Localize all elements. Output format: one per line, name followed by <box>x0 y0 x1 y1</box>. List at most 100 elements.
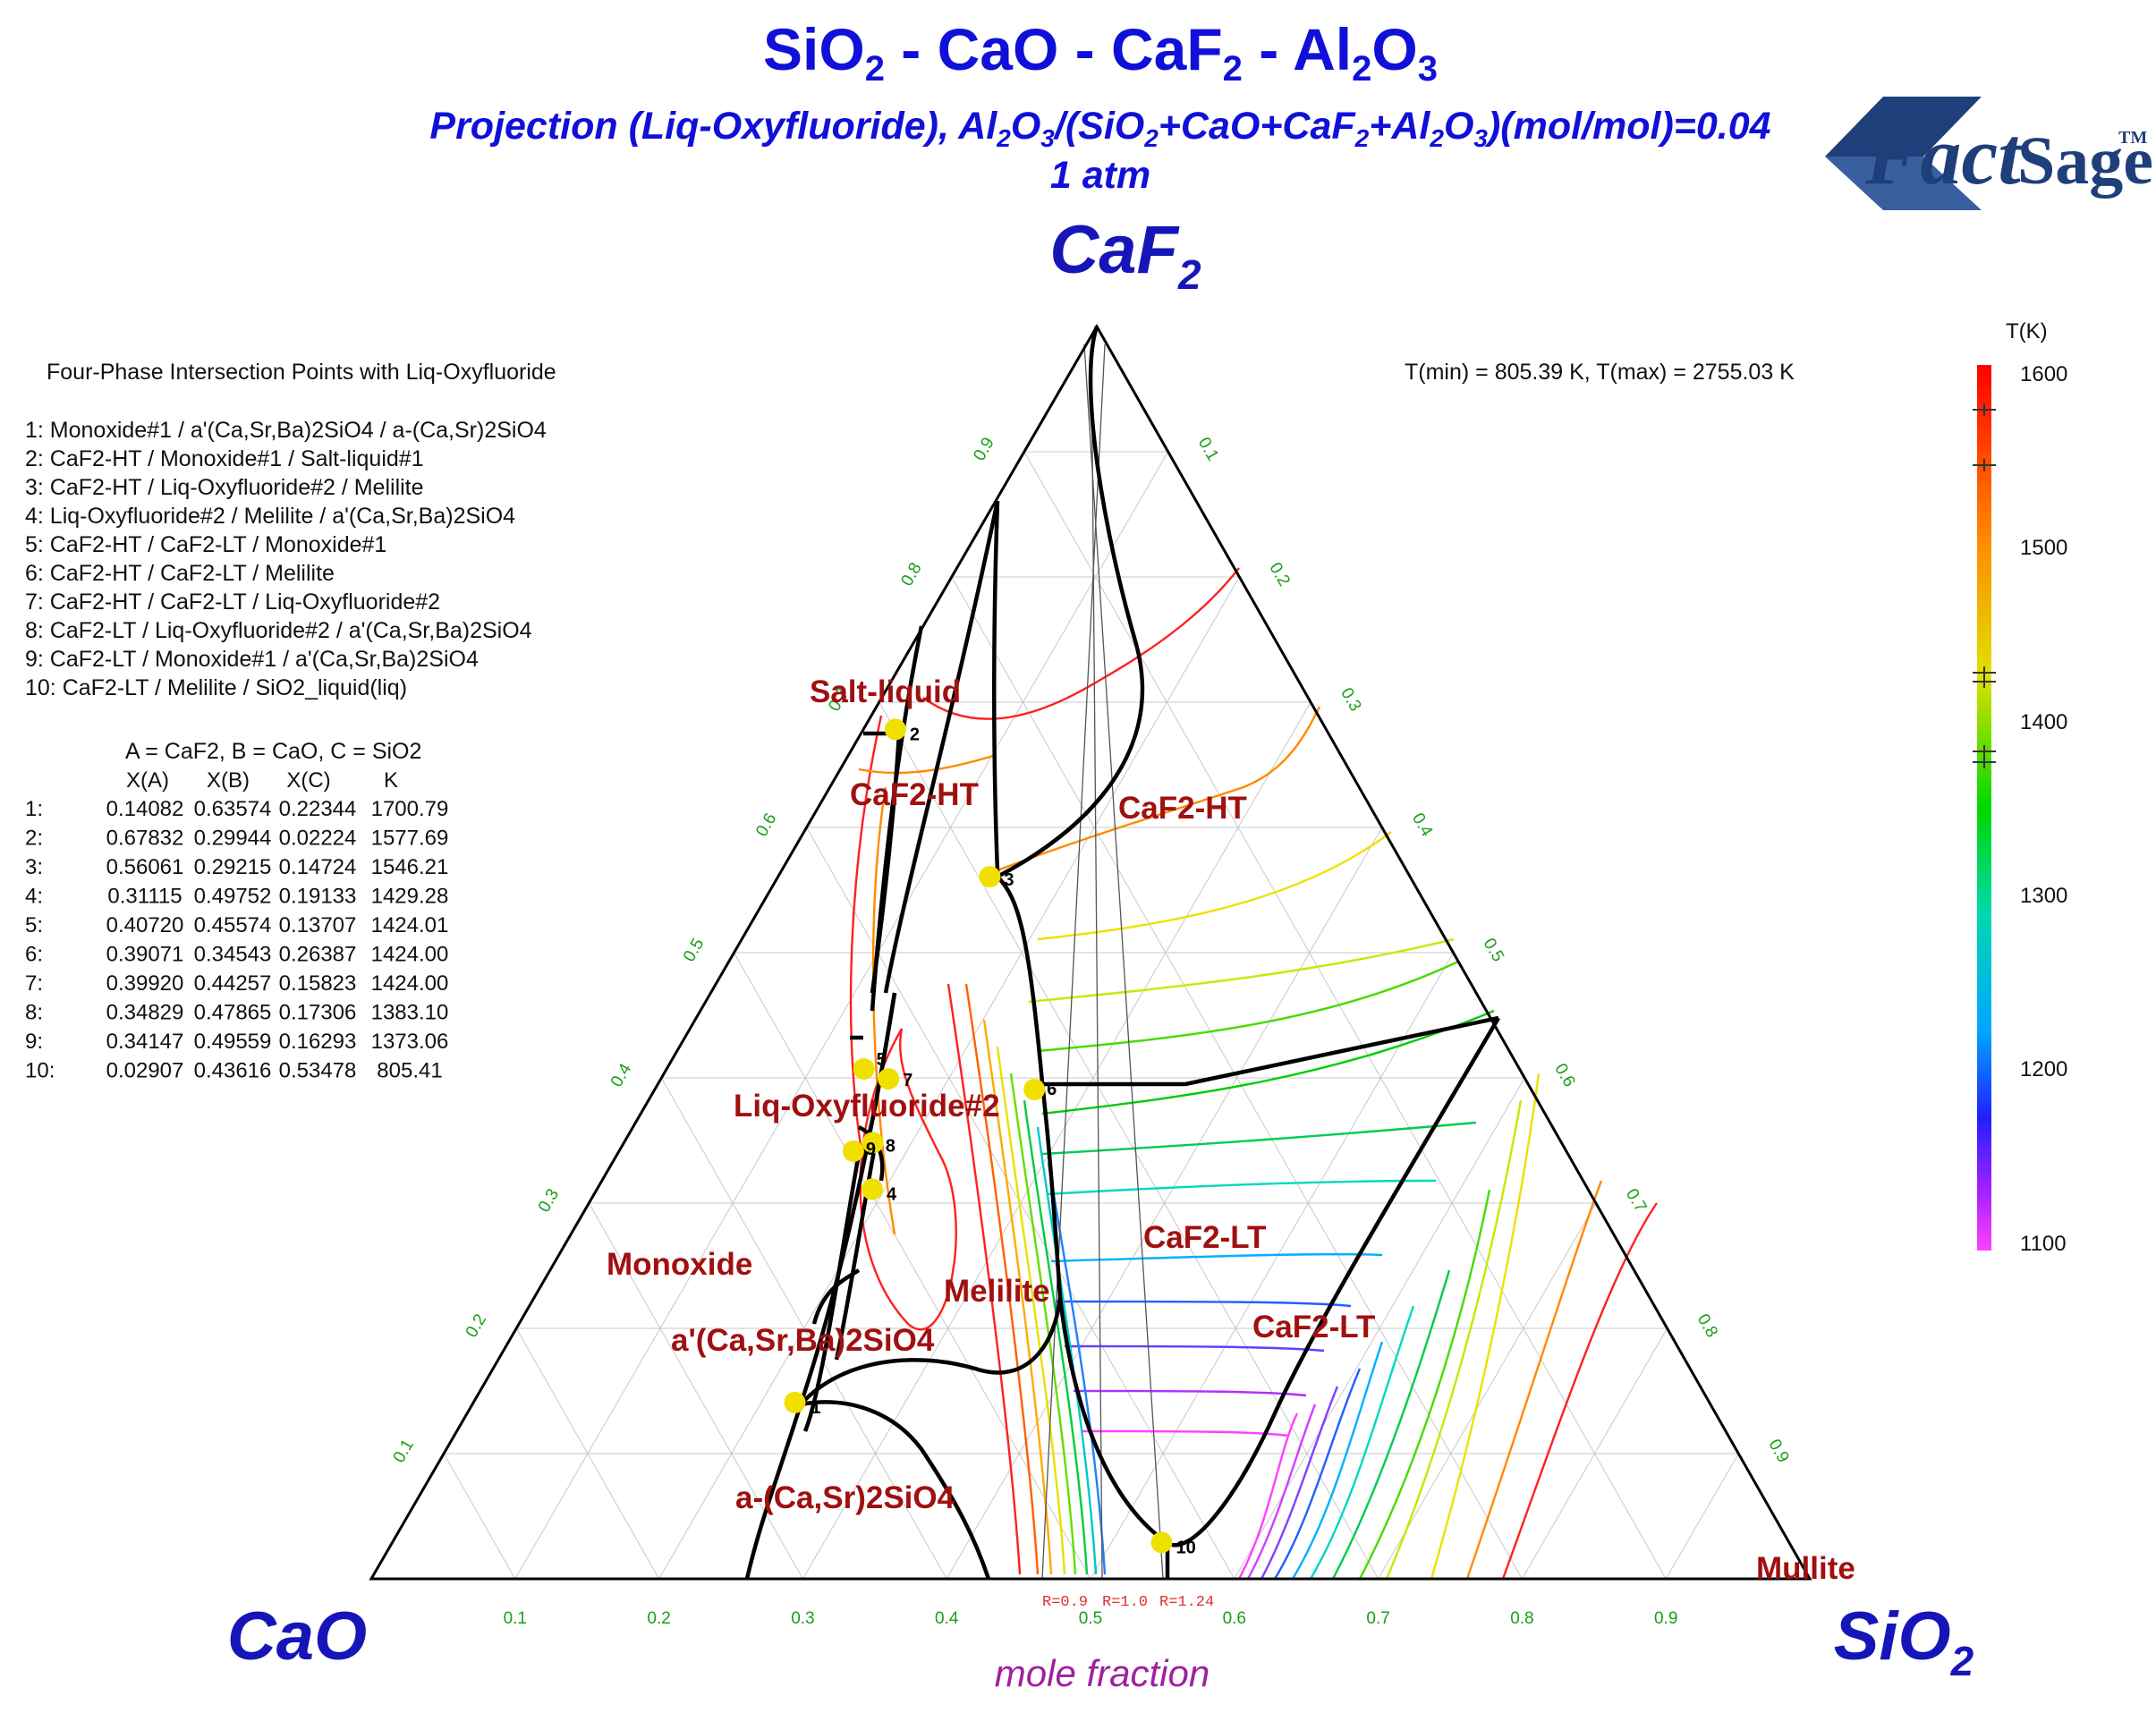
phase-boundary <box>799 1296 1063 1406</box>
isotherm-curve <box>1237 1412 1299 1580</box>
intersection-point-marker <box>884 718 906 741</box>
legend-item: 3: CaF2-HT / Liq-Oxyfluoride#2 / Melilit… <box>25 475 424 500</box>
legend-item: 7: CaF2-HT / CaF2-LT / Liq-Oxyfluoride#2 <box>25 589 440 615</box>
table-cell: 1: <box>25 797 43 821</box>
isotherm-curve <box>922 567 1240 720</box>
colorbar-tick-label: 1200 <box>2020 1057 2067 1081</box>
pressure-label: 1 atm <box>1050 154 1150 197</box>
phase-boundary <box>992 500 1000 873</box>
tick-label-left: 0.2 <box>463 1311 490 1341</box>
intersection-points: 1 2 3 4 5 6 7 89 10 <box>784 718 1196 1557</box>
isotherm-curve <box>1465 1180 1603 1580</box>
legend-item: 2: CaF2-HT / Monoxide#1 / Salt-liquid#1 <box>25 446 424 471</box>
tick-label-right: 0.9 <box>1764 1437 1792 1466</box>
colorbar-tick-label: 1100 <box>2020 1232 2067 1256</box>
phase-label: Salt-liquid <box>810 674 961 709</box>
table-cell: 0.16293 <box>279 1030 357 1054</box>
table-cell: 0.34543 <box>194 943 272 967</box>
table-cell: 0.29215 <box>194 855 272 879</box>
table-header: X(C) <box>286 768 330 793</box>
table-cell: 0.63574 <box>194 797 272 821</box>
table-cell: 3: <box>25 855 43 879</box>
grid-line <box>514 451 1169 1580</box>
table-cell: 1424.00 <box>371 943 449 967</box>
intersection-point-marker <box>853 1057 875 1080</box>
isotherm-curve <box>1050 1252 1383 1263</box>
table-cell: 1424.00 <box>371 971 449 996</box>
phase-label: CaF2-LT <box>1252 1310 1375 1344</box>
isotherm-curve <box>1023 1099 1089 1575</box>
tick-label-bottom: 0.5 <box>1079 1609 1102 1628</box>
table-cell: 1383.10 <box>371 1001 449 1025</box>
tick-label-bottom: 0.3 <box>791 1609 814 1628</box>
isotherm-curve <box>849 715 883 1164</box>
table-cell: 0.49752 <box>194 885 272 909</box>
phase-boundary <box>1042 1015 1499 1087</box>
intersection-point-marker <box>1150 1531 1173 1554</box>
tick-label-right: 0.3 <box>1337 685 1364 715</box>
tick-label-right: 0.8 <box>1693 1311 1721 1341</box>
intersection-point-number: 5 <box>877 1050 887 1070</box>
isotherm-curve <box>996 1046 1066 1575</box>
legend-item: 5: CaF2-HT / CaF2-LT / Monoxide#1 <box>25 532 386 557</box>
isotherm-curve <box>946 983 1022 1575</box>
phase-boundary <box>802 1153 862 1432</box>
isotherm-curve <box>1273 1368 1362 1580</box>
intersection-point-number: 9 <box>866 1140 876 1159</box>
phase-boundary <box>798 992 897 1405</box>
table-cell: 0.02224 <box>279 827 357 851</box>
ratio-label-r10: R=1.0 <box>1102 1594 1148 1611</box>
factsage-logo: Fact Sage TM <box>1825 97 2153 210</box>
table-cell: 0.26387 <box>279 943 357 967</box>
table-cell: 0.39071 <box>106 943 184 967</box>
isotherm-curve <box>1385 1099 1523 1580</box>
intersection-point-marker <box>979 866 1001 888</box>
table-cell: 0.19133 <box>279 885 357 909</box>
phase-boundary <box>800 1400 991 1580</box>
tick-label-right: 0.2 <box>1265 560 1293 589</box>
ratio-label-r124: R=1.24 <box>1159 1594 1214 1611</box>
isotherm-curve <box>1246 1403 1317 1580</box>
diagram-subtitle: Projection (Liq-Oxyfluoride), Al2O3/(SiO… <box>429 105 1770 152</box>
table-header: K <box>384 768 398 793</box>
composition-line <box>1091 343 1103 1580</box>
tick-label-bottom: 0.6 <box>1223 1609 1246 1628</box>
phase-boundaries <box>744 326 1500 1580</box>
table-cell: 0.14082 <box>106 797 184 821</box>
table-cell: 7: <box>25 971 43 996</box>
tick-label-left: 0.5 <box>680 936 708 965</box>
table-cell: 0.02907 <box>106 1059 184 1083</box>
composition-line <box>1083 343 1164 1580</box>
grid-line <box>1521 1327 1668 1580</box>
table-cell: 0.34829 <box>106 1001 184 1025</box>
isotherm-curve <box>1309 1305 1415 1580</box>
table-cell: 0.56061 <box>106 855 184 879</box>
intersection-point-marker <box>862 1132 884 1154</box>
isotherm-curve <box>1041 1121 1477 1156</box>
phase-label: a'(Ca,Sr,Ba)2SiO4 <box>671 1323 935 1358</box>
table-cell: 0.67832 <box>106 827 184 851</box>
table-header: X(B) <box>207 768 250 793</box>
intersection-point-marker <box>1023 1079 1046 1101</box>
grid-line <box>515 1327 660 1580</box>
isotherm-lines <box>849 343 1658 1580</box>
table-cell: 0.44257 <box>194 971 272 996</box>
svg-text:Fact: Fact <box>1864 110 2023 201</box>
tick-label-left: 0.9 <box>970 435 997 464</box>
table-cell: 1373.06 <box>371 1030 449 1054</box>
ternary-frame <box>369 323 1812 1581</box>
intersection-point-marker <box>784 1391 806 1413</box>
phase-boundary <box>1057 1296 1169 1545</box>
table-cell: 0.22344 <box>279 797 357 821</box>
phase-boundary <box>744 1403 803 1580</box>
isotherm-curve <box>1036 1126 1098 1575</box>
table-cell: 6: <box>25 943 43 967</box>
table-cell: 4: <box>25 885 43 909</box>
phase-label: CaF2-HT <box>850 777 979 812</box>
table-cell: 0.15823 <box>279 971 357 996</box>
grid-line <box>1378 1202 1597 1580</box>
composition-table: X(A) X(B) X(C) K 1: 0.14082 0.63574 0.22344 1700… <box>25 768 448 1083</box>
grid-line <box>1090 952 1454 1580</box>
intersection-legend: Four-Phase Intersection Points with Liq-… <box>25 360 556 1083</box>
grid-line <box>443 1453 516 1580</box>
